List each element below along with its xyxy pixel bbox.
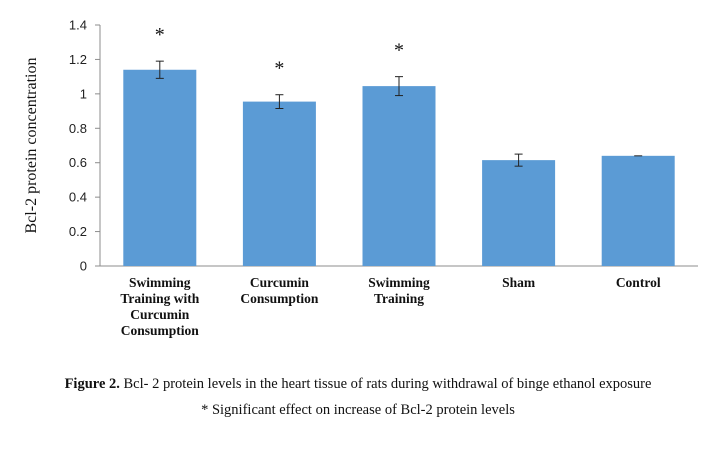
caption-label: Figure 2. — [64, 376, 120, 392]
caption-note: * Significant effect on increase of Bcl-… — [201, 402, 515, 418]
y-axis-label: Bcl-2 protein concentration — [23, 58, 40, 234]
x-category-label: Swimming Training with Curcumin Consumption — [120, 275, 199, 338]
y-tick-label: 0.2 — [69, 224, 87, 239]
bar — [601, 155, 675, 266]
bar — [242, 101, 316, 266]
x-category-label: Control — [616, 275, 661, 290]
significance-marker: * — [394, 40, 404, 62]
y-tick-label: 1.4 — [69, 18, 87, 33]
y-tick-label: 0.4 — [69, 190, 87, 205]
chart: 0 0.2 0.4 0.6 0.8 1 1.2 1.4 Bcl-2 protein concen… — [23, 18, 698, 338]
caption-text: Bcl- 2 protein levels in the heart tissu… — [119, 376, 652, 392]
y-tick-label: 1.2 — [69, 52, 87, 67]
x-category-label: Curcumin Consumption — [240, 275, 319, 306]
significance-marker: * — [274, 58, 284, 80]
y-tick-label: 0.8 — [69, 121, 87, 136]
y-tick-label: 0.6 — [69, 155, 87, 170]
y-tick-label: 0 — [80, 259, 87, 274]
bar — [123, 69, 197, 266]
x-category-label: Sham — [502, 275, 536, 290]
figure-caption: Figure 2. Bcl- 2 protein levels in the h… — [0, 376, 716, 428]
bar-chart-svg: 0 0.2 0.4 0.6 0.8 1 1.2 1.4 Bcl-2 protein concen… — [23, 18, 698, 338]
bar — [362, 86, 436, 266]
significance-marker: * — [155, 24, 165, 46]
bar — [482, 160, 556, 266]
caption-line-1: Figure 2. Bcl- 2 protein levels in the h… — [0, 376, 716, 393]
y-tick-label: 1 — [80, 86, 87, 101]
x-category-label: Swimming Training — [368, 275, 430, 306]
